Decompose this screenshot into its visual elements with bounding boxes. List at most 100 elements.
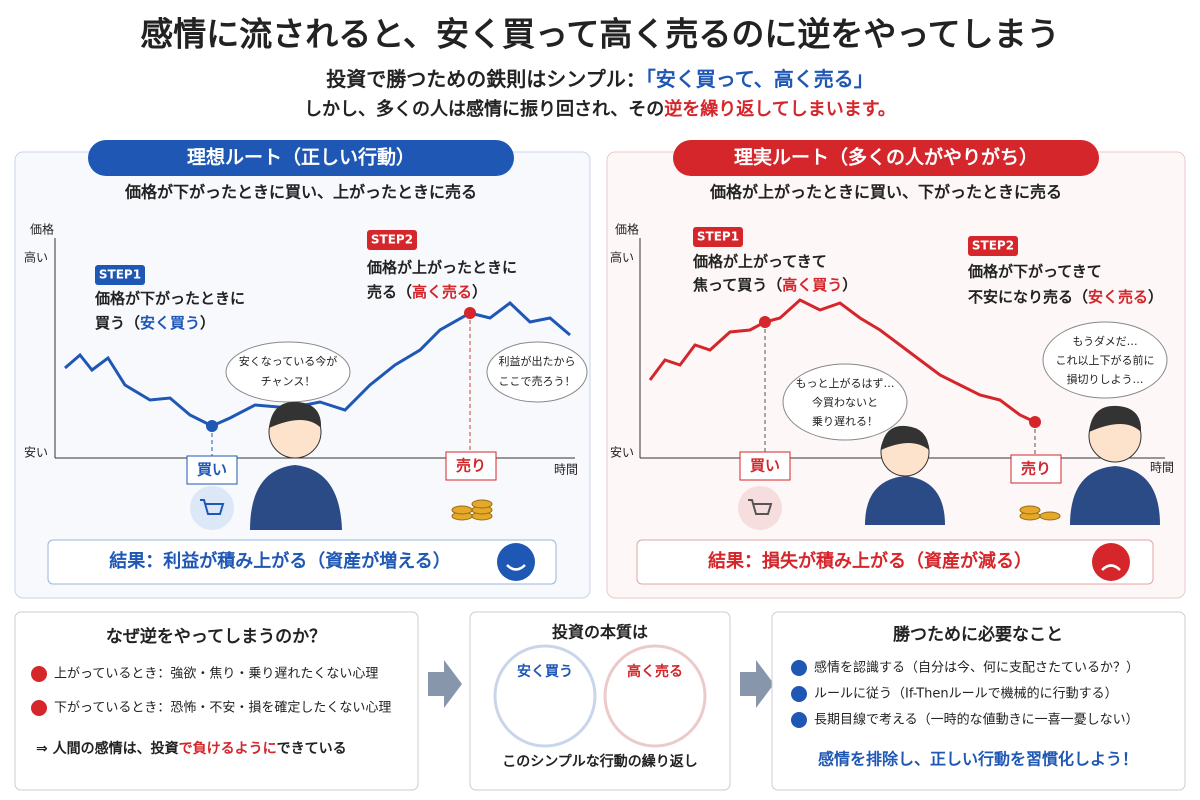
buy-point [759,316,771,328]
step-tag-text: STEP2 [371,233,413,247]
cart-icon [738,486,782,530]
y-low: 安い [24,445,48,460]
why-conclusion: ⇒ 人間の感情は、投資で負けるようにできている [36,740,347,757]
coins [451,499,493,521]
buy-label: 買い [750,457,780,475]
check [31,666,47,682]
bubble-text: 利益が出たから [499,354,576,368]
step-tag-text: STEP1 [697,230,739,244]
bubble-text: 乗り遅れる！ [812,415,878,428]
ideal-panel: 理想ルート（正しい行動） 価格が下がったときに買い、上がったときに売る 価格 高… [14,140,591,599]
subtitle-part: 投資で勝つための鉄則はシンプル： [326,67,645,91]
panel-title: 理想ルート（正しい行動） [187,146,415,169]
step-tag [95,265,145,285]
essence-high: 高く売る [627,663,683,680]
part: ） [472,283,487,301]
bubble-text: 今買わないと [812,395,878,409]
part: ） [200,314,215,332]
person [1070,405,1160,525]
smile [506,564,526,571]
step-text: 不安になり売る（安く売る） [968,288,1163,306]
part: 買う（ [95,314,140,332]
buy-label: 買い [197,461,227,479]
sell-point [1029,416,1041,428]
x-label: 時間 [554,463,578,477]
step-tag-text: STEP2 [972,239,1014,253]
sell-box [445,451,497,481]
sell-box [1010,454,1062,484]
bubble-text: ここで売ろう！ [499,375,576,388]
part: できている [277,741,347,757]
title: 感情に流されると、安く買って高く売るのに逆をやってしまう [140,15,1059,54]
step-text: 売る（高く売る） [367,283,487,301]
need-item: ルールに従う（If-Thenルールで機械的に行動する） [814,686,1118,702]
y-high: 高い [24,250,48,265]
bubble-text: 安くなっている今が [239,354,337,368]
x-label: 時間 [1150,461,1174,475]
check [791,712,807,728]
frown [1092,543,1130,581]
cart [200,499,225,515]
pill [88,140,514,176]
emph: 高く売る [412,283,472,301]
why-item: 上がっているとき：強欲・焦り・乗り遅れたくない心理 [54,666,378,682]
step-text: 焦って買う（高く買う） [692,276,857,294]
emph: で負けるように [179,740,277,757]
lead-emph: 逆を繰り返してしまいます。 [664,98,896,120]
reality-panel: 理実ルート（多くの人がやりがち） 価格が上がったときに買い、下がったときに売る … [606,140,1186,599]
person [250,401,342,530]
arrow [740,660,774,708]
check [791,686,807,702]
circle [603,644,707,748]
arrow [428,660,462,708]
lead-part: しかし、多くの人は感情に振り回され、その [304,98,664,120]
step-tag [367,230,417,250]
part: 不安になり売る（ [968,288,1088,306]
part: ⇒ 人間の感情は、投資 [36,740,179,757]
sell-label: 売り [456,457,486,475]
coins [1019,505,1061,521]
step-text: 価格が下がってきて [967,263,1102,281]
part: ） [1148,288,1163,306]
bubble-text: もっと上がるはず… [796,376,895,390]
part: ） [842,276,857,294]
y-label: 価格 [30,222,54,237]
essence-caption: このシンプルな行動の繰り返し [502,753,698,770]
need-slogan: 感情を排除し、正しい行動を習慣化しよう！ [818,750,1138,769]
person [865,425,945,525]
result: 結果：利益が積み上がる（資産が増える） [109,550,450,572]
price-line [648,298,1036,424]
bubble-text: これ以上下がる前に [1056,353,1155,367]
circle [493,644,597,748]
bubble [782,363,908,441]
cart-icon [190,486,234,530]
need-item: 感情を認識する（自分は今、何に支配さたているか？） [814,660,1139,676]
need-box [771,611,1186,791]
sell-point [464,307,476,319]
why-title: なぜ逆をやってしまうのか？ [106,626,326,647]
emph: 安く買う [140,314,200,332]
emph: 安く売る [1088,288,1148,306]
step-text: 価格が上がってきて [692,253,827,271]
step-tag [693,227,743,247]
buy-box [739,451,791,481]
step-tag-text: STEP1 [99,268,141,282]
result: 結果：損失が積み上がる（資産が減る） [708,550,1032,572]
check [31,700,47,716]
cart [748,499,773,515]
smiley [497,543,535,581]
need-title: 勝つために必要なこと [893,624,1063,645]
why-item: 下がっているとき：恐怖・不安・損を確定したくない心理 [54,700,391,716]
y-label: 価格 [615,222,639,237]
pill [673,140,1099,176]
step-text: 価格が上がったときに [366,259,517,277]
bubble [225,341,351,403]
step-text: 価格が下がったときに [94,290,245,308]
bubble-text: チャンス！ [261,375,316,388]
lead: しかし、多くの人は感情に振り回され、その逆を繰り返してしまいます。 [304,98,896,120]
essence-title: 投資の本質は [552,623,648,642]
check [791,660,807,676]
panel-title: 理実ルート（多くの人がやりがち） [734,146,1038,169]
buy-box [186,455,238,485]
